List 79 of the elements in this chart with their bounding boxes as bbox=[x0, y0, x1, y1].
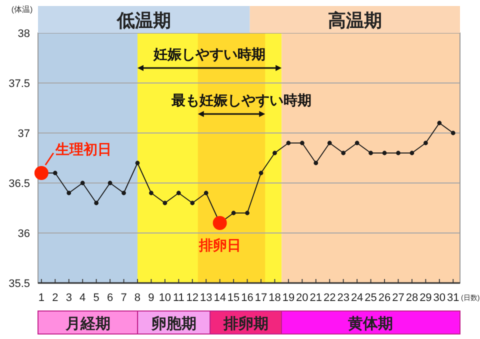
y-tick-label: 37.5 bbox=[8, 78, 30, 90]
x-tick-label: 22 bbox=[324, 292, 336, 304]
x-tick-label: 3 bbox=[66, 292, 72, 304]
y-tick-label: 35.5 bbox=[8, 278, 30, 290]
point bbox=[341, 150, 346, 156]
point bbox=[204, 190, 208, 196]
point bbox=[314, 160, 318, 166]
point bbox=[300, 140, 304, 146]
y-tick-label: 37 bbox=[18, 128, 30, 140]
y-axis-title: (体温) bbox=[11, 5, 33, 14]
x-tick-label: 27 bbox=[392, 292, 404, 304]
x-tick-label: 18 bbox=[268, 292, 281, 304]
x-tick-label: 6 bbox=[106, 292, 114, 304]
point bbox=[162, 200, 168, 206]
point bbox=[108, 180, 112, 186]
x-tick-label: 1 bbox=[38, 292, 44, 304]
point bbox=[258, 170, 264, 176]
x-tick-label: 8 bbox=[134, 292, 141, 304]
point bbox=[437, 120, 442, 126]
series-label: 黄体期 bbox=[347, 316, 394, 332]
x-tick-label: 15 bbox=[227, 292, 240, 304]
x-tick-label: 23 bbox=[337, 292, 350, 304]
point bbox=[423, 140, 428, 146]
annotation: 排卵日 bbox=[198, 237, 241, 253]
x-tick-label: 11 bbox=[172, 292, 184, 304]
series-label: 排卵期 bbox=[222, 316, 268, 332]
point bbox=[80, 180, 85, 186]
point bbox=[34, 166, 48, 180]
x-tick-label: 19 bbox=[282, 292, 295, 304]
point bbox=[382, 150, 387, 156]
point bbox=[94, 200, 99, 206]
x-tick-label: 30 bbox=[433, 292, 446, 304]
point bbox=[212, 216, 227, 230]
x-tick-label: 13 bbox=[200, 292, 212, 304]
x-tick-label: 14 bbox=[214, 292, 226, 304]
point bbox=[410, 150, 414, 156]
point bbox=[245, 210, 250, 216]
x-tick-label: 12 bbox=[186, 292, 199, 304]
x-tick-label: 24 bbox=[350, 292, 364, 304]
band-label: 妊娠しやすい時期 bbox=[152, 46, 266, 62]
annotation: 生理初日 bbox=[54, 141, 112, 157]
x-tick-label: 4 bbox=[80, 292, 86, 304]
x-tick-label: 26 bbox=[378, 292, 391, 304]
point bbox=[52, 170, 58, 176]
x-tick-label: 7 bbox=[120, 292, 127, 304]
point bbox=[149, 190, 154, 196]
point bbox=[327, 140, 332, 146]
x-tick-label: 2 bbox=[52, 292, 58, 304]
point bbox=[135, 160, 140, 166]
point bbox=[66, 190, 72, 196]
x-tick-label: 28 bbox=[406, 292, 418, 304]
x-tick-label: 21 bbox=[310, 292, 322, 304]
point bbox=[176, 190, 181, 196]
point bbox=[368, 150, 373, 156]
series-label: 月経期 bbox=[64, 316, 110, 332]
band-label: 最も妊娠しやすい時期 bbox=[170, 92, 312, 108]
x-tick-label: 9 bbox=[148, 292, 154, 304]
x-tick-label: 25 bbox=[364, 292, 377, 304]
x-tick-label: 20 bbox=[296, 292, 308, 304]
x-tick-label: 10 bbox=[158, 292, 172, 304]
x-tick-label: 16 bbox=[241, 292, 254, 304]
x-tick-label: 29 bbox=[420, 292, 432, 304]
point bbox=[396, 150, 400, 156]
point bbox=[354, 140, 360, 146]
y-tick-label: 36.5 bbox=[8, 178, 30, 190]
x-tick-label: 31 bbox=[447, 292, 460, 304]
y-tick-label: 38 bbox=[18, 28, 30, 40]
point bbox=[272, 150, 277, 156]
y-tick-label: 36 bbox=[18, 228, 30, 240]
series-label: 卵胞期 bbox=[150, 316, 196, 332]
point bbox=[286, 140, 291, 146]
point bbox=[190, 200, 195, 206]
x-tick-label: 5 bbox=[93, 292, 100, 304]
series-label: 低温期 bbox=[116, 10, 171, 30]
point bbox=[122, 190, 126, 196]
point bbox=[231, 210, 236, 216]
point bbox=[450, 130, 456, 136]
series-label: 高温期 bbox=[328, 10, 382, 30]
x-tick-label: 17 bbox=[254, 292, 268, 304]
